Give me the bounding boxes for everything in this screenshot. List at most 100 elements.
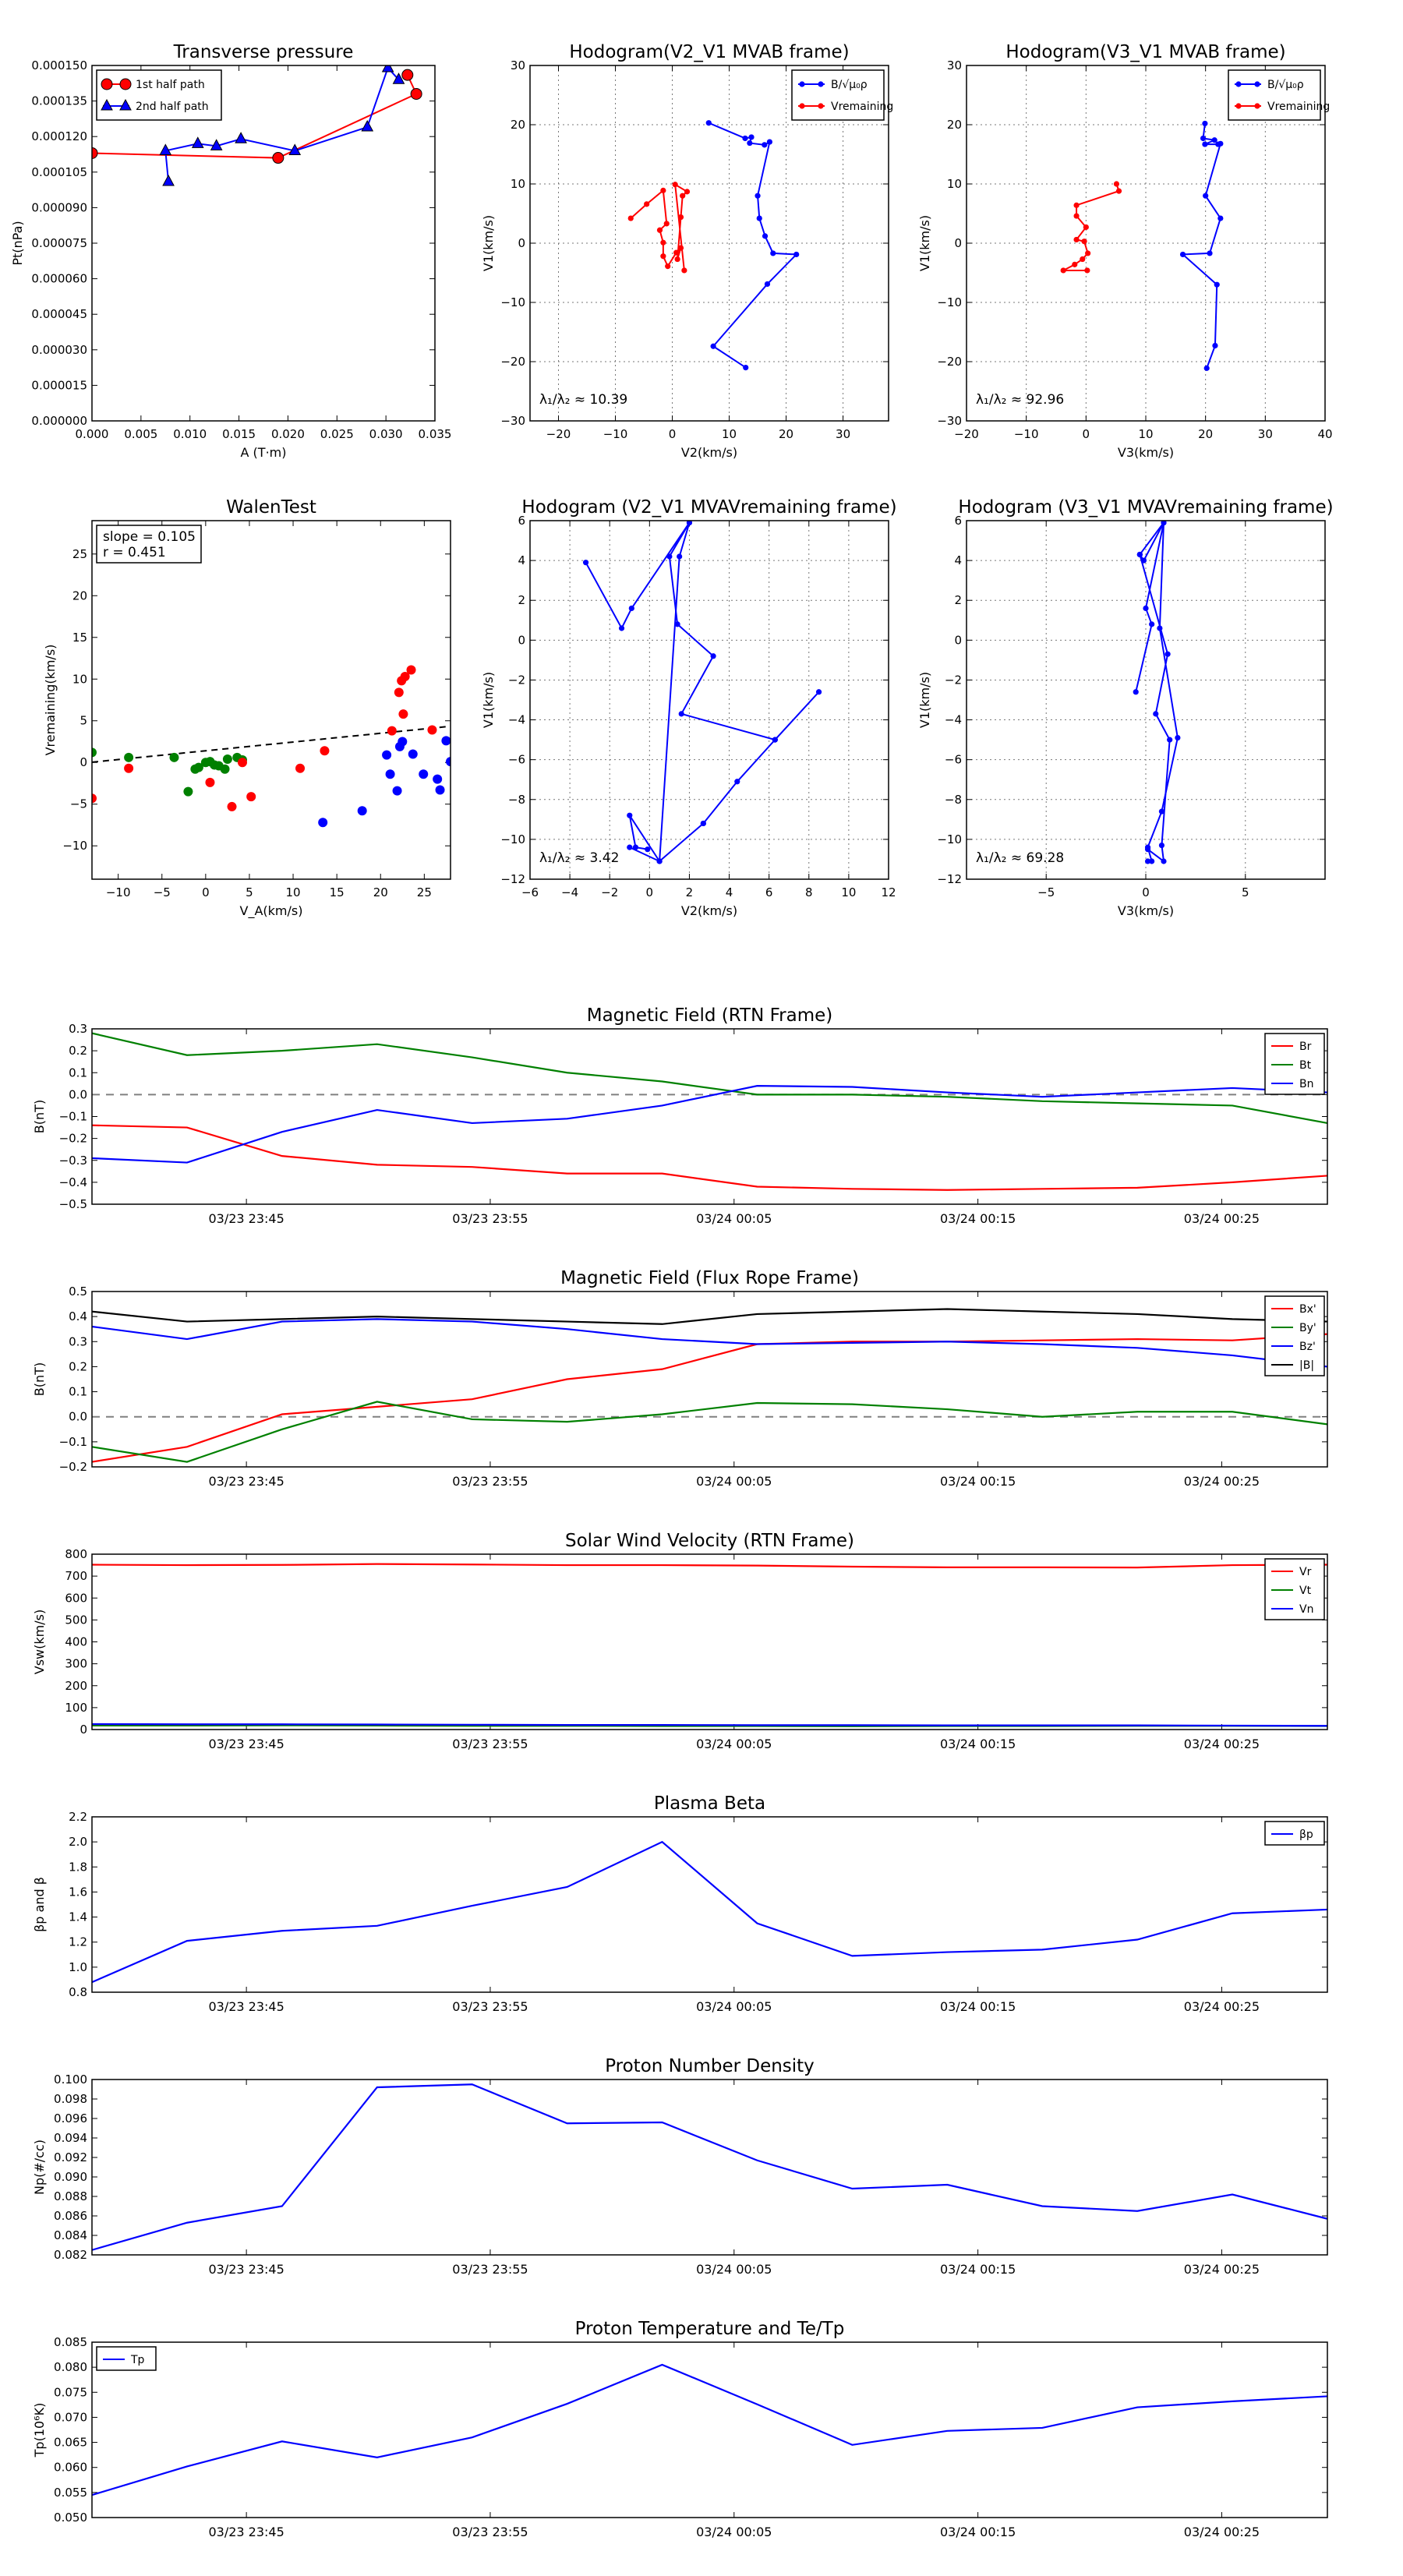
y-axis-label: Vremaining(km/s) (43, 645, 58, 756)
annotation-text: slope = 0.105 (103, 529, 196, 545)
y-axis-label: Vsw(km/s) (32, 1610, 47, 1674)
y-tick-label: −6 (945, 753, 962, 767)
data-point (288, 143, 302, 155)
data-point (747, 140, 753, 147)
chart-vsw: Solar Wind Velocity (RTN Frame) Vsw(km/s)… (32, 1531, 1328, 1751)
y-tick-label: −2 (508, 673, 525, 687)
data-point (656, 227, 663, 233)
legend-label: |B| (1299, 1359, 1314, 1372)
x-tick-label: 5 (246, 885, 253, 899)
annotation-box (96, 525, 202, 564)
eigenvalue-ratio: λ₁/λ₂ ≈ 3.42 (539, 850, 619, 866)
y-axis-label: Tp(10⁶K) (32, 2403, 47, 2458)
data-point (762, 142, 768, 148)
data-point (1081, 239, 1087, 245)
y-tick-label: 0 (518, 236, 525, 250)
y-tick-label: 200 (65, 1679, 87, 1693)
chart-beta: Plasma Beta βp and β 2.2 2.0 1.8 1.6 1.4 1.2 1.0… (32, 1793, 1328, 2014)
y-tick-label: 0.1 (69, 1385, 87, 1399)
y-tick-label: −10 (937, 832, 962, 846)
x-tick-label: 0.005 (124, 427, 157, 441)
y-tick-label: 0.098 (54, 2092, 87, 2106)
plot-area (627, 120, 800, 371)
x-tick-label: 5 (1242, 885, 1249, 899)
plot-frame (91, 65, 436, 422)
y-tick-label: 0.1 (69, 1065, 87, 1080)
x-tick-label: 10 (722, 427, 737, 441)
chart-walen: −10 −5 0 5 10 15 20 25 −10 −5 0 5 10 15 20 25 WalenTest V… (43, 497, 451, 919)
data-point (1207, 250, 1213, 256)
eigenvalue-ratio: λ₁/λ₂ ≈ 10.39 (539, 392, 627, 408)
legend-label: B/√μ₀ρ (1267, 79, 1304, 91)
x-tick-label: 03/24 00:05 (696, 1737, 772, 1751)
chart-title: Hodogram(V3_V1 MVAB frame) (1005, 42, 1285, 62)
y-tick-label: 1.8 (69, 1860, 87, 1874)
data-point (92, 793, 97, 804)
y-tick-label: −0.1 (59, 1110, 87, 1124)
data-point (710, 653, 716, 659)
data-point (663, 221, 670, 227)
y-tick-label: 0.094 (54, 2131, 87, 2145)
x-tick-label: 03/23 23:45 (208, 2262, 284, 2277)
data-point (387, 726, 397, 736)
y-tick-label: −20 (937, 355, 962, 369)
data-point (272, 152, 284, 164)
legend-box (96, 2346, 157, 2371)
legend-marker (119, 98, 132, 111)
data-point (815, 689, 822, 695)
x-tick-label: 03/24 00:25 (1184, 2525, 1260, 2539)
y-tick-label: −20 (500, 355, 525, 369)
legend: Tp (96, 2346, 157, 2371)
data-point (1158, 808, 1165, 814)
legend-box (791, 69, 885, 121)
plot-area (92, 665, 451, 828)
data-point (124, 763, 134, 773)
plot-frame (91, 1816, 1328, 1993)
x-tick-label: 0 (1142, 885, 1150, 899)
data-point (398, 709, 408, 719)
y-axis-label: V1(km/s) (917, 215, 932, 271)
y-tick-label: 15 (72, 631, 87, 645)
legend: 1st half path 2nd half path (96, 69, 222, 121)
data-point (1083, 224, 1089, 231)
data-point (382, 750, 392, 760)
x-tick-label: 03/24 00:05 (696, 1474, 772, 1489)
x-tick-label: 03/23 23:55 (452, 1999, 528, 2014)
data-point (1202, 120, 1208, 127)
x-tick-label: 40 (1317, 427, 1332, 441)
x-tick-label: 8 (805, 885, 813, 899)
x-tick-label: 0 (202, 885, 210, 899)
y-tick-label: 0.090 (54, 2170, 87, 2184)
y-tick-label: 100 (65, 1701, 87, 1715)
plot-frame (529, 65, 889, 422)
data-point (159, 143, 172, 155)
y-tick-label: 0.000135 (31, 94, 87, 108)
y-tick-label: 0.050 (54, 2511, 87, 2525)
x-tick-label: 10 (841, 885, 856, 899)
y-tick-label: 0 (518, 633, 525, 647)
legend-label: Vremaining (1267, 101, 1330, 113)
data-point (394, 687, 404, 698)
x-tick-label: 03/24 00:15 (940, 1211, 1016, 1226)
data-point (433, 774, 443, 784)
x-tick-label: 03/23 23:55 (452, 1211, 528, 1226)
y-axis-label: βp and β (32, 1877, 47, 1932)
x-tick-label: 03/24 00:25 (1184, 1999, 1260, 2014)
data-point (666, 553, 673, 560)
series-line (91, 1333, 1328, 1463)
legend-label: B/√μ₀ρ (831, 79, 868, 91)
data-point (1113, 181, 1120, 187)
data-point (681, 267, 687, 274)
y-tick-label: 0.065 (54, 2436, 87, 2450)
y-tick-label: 0.3 (69, 1022, 87, 1036)
x-tick-label: 10 (286, 885, 301, 899)
y-tick-label: 0.0 (69, 1410, 87, 1424)
x-tick-label: 0.035 (419, 427, 452, 441)
data-point (673, 249, 680, 256)
x-tick-label: 03/23 23:45 (208, 1999, 284, 2014)
data-point (361, 119, 374, 132)
x-tick-label: 03/24 00:25 (1184, 1211, 1260, 1226)
y-tick-label: 10 (72, 672, 87, 686)
data-point (1211, 137, 1217, 143)
